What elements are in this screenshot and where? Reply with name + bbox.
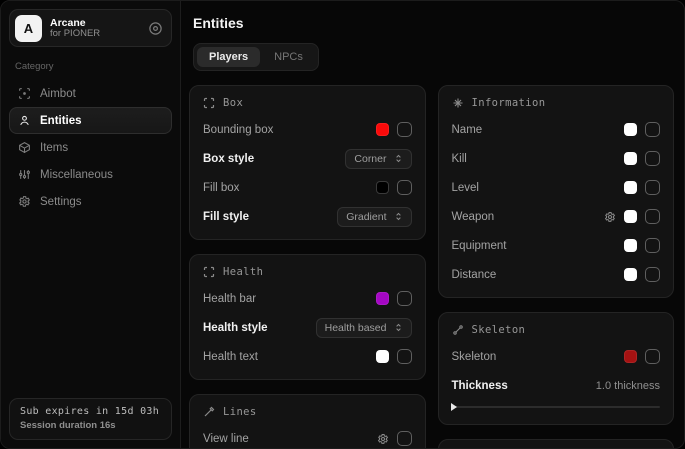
setting-row-distance: Distance — [452, 264, 660, 285]
sidebar-item-items[interactable]: Items — [9, 134, 172, 161]
card-title: Lines — [223, 406, 257, 418]
general-card: General Visibility check Max distance — [437, 439, 674, 448]
sub-expires-text: Sub expires in 15d 03h — [20, 406, 160, 417]
entities-icon — [18, 114, 31, 127]
sidebar-item-label: Entities — [40, 114, 82, 127]
card-title: Health — [223, 266, 264, 278]
chevrons-up-down-icon — [394, 323, 403, 332]
setting-row-health-bar: Health bar — [203, 288, 412, 309]
sidebar-item-aimbot[interactable]: Aimbot — [9, 80, 172, 107]
color-swatch[interactable] — [375, 181, 389, 194]
sidebar-item-label: Miscellaneous — [40, 168, 113, 181]
color-swatch[interactable] — [624, 350, 637, 363]
gear-icon — [18, 195, 31, 208]
box-card: Box Bounding box Box style Corner — [189, 85, 426, 240]
setting-row-equipment: Equipment — [452, 235, 660, 256]
color-swatch[interactable] — [624, 123, 637, 136]
health-style-dropdown[interactable]: Health based — [315, 317, 412, 338]
card-title: Information — [471, 97, 546, 109]
pencil-line-icon — [203, 406, 215, 418]
information-card: Information Name Kill — [437, 85, 674, 298]
color-swatch[interactable] — [375, 350, 389, 363]
color-swatch[interactable] — [624, 268, 637, 281]
box-style-dropdown[interactable]: Corner — [345, 148, 412, 169]
color-swatch[interactable] — [624, 181, 637, 194]
health-text-checkbox[interactable] — [396, 349, 412, 364]
setting-row-fill-box: Fill box — [203, 177, 412, 198]
sidebar-nav: Aimbot Entities Items Miscellaneous — [9, 80, 172, 215]
sparkle-icon — [452, 97, 464, 109]
thickness-slider[interactable] — [450, 402, 660, 412]
crosshair-scan-icon — [18, 87, 31, 100]
account-settings-icon[interactable] — [148, 21, 163, 36]
setting-row-bounding-box: Bounding box — [203, 119, 412, 140]
slider-thumb[interactable] — [450, 403, 457, 411]
box-scan-icon — [203, 97, 215, 109]
color-swatch[interactable] — [375, 292, 389, 305]
setting-row-health-style: Health style Health based — [203, 317, 412, 338]
brand-card: A Arcane for PIONER — [9, 9, 172, 47]
lines-card: Lines View line Line to enemy — [189, 394, 426, 448]
app-name: Arcane — [50, 16, 86, 29]
main-panel: Entities Players NPCs Box Bounding box — [181, 1, 684, 448]
level-checkbox[interactable] — [645, 180, 660, 195]
setting-row-kill: Kill — [452, 148, 660, 169]
distance-checkbox[interactable] — [645, 267, 660, 282]
health-scan-icon — [203, 266, 215, 278]
sidebar-item-label: Aimbot — [40, 87, 76, 100]
page-title: Entities — [193, 15, 244, 31]
sliders-icon — [18, 168, 31, 181]
setting-row-skeleton: Skeleton — [452, 346, 660, 367]
view-line-checkbox[interactable] — [396, 431, 412, 446]
setting-row-box-style: Box style Corner — [203, 148, 412, 169]
fill-style-dropdown[interactable]: Gradient — [337, 206, 412, 227]
setting-row-level: Level — [452, 177, 660, 198]
setting-row-health-text: Health text — [203, 346, 412, 367]
setting-row-weapon: Weapon — [452, 206, 660, 227]
color-swatch[interactable] — [624, 210, 637, 223]
bone-icon — [452, 324, 464, 336]
setting-row-thickness: Thickness 1.0 thickness — [451, 379, 661, 392]
setting-row-name: Name — [452, 119, 660, 140]
sidebar-item-settings[interactable]: Settings — [9, 188, 172, 215]
setting-row-fill-style: Fill style Gradient — [203, 206, 412, 227]
name-checkbox[interactable] — [645, 122, 660, 137]
entity-type-tabs: Players NPCs — [193, 43, 319, 71]
skeleton-card: Skeleton Skeleton Thickness 1.0 thicknes… — [437, 312, 674, 425]
chevrons-up-down-icon — [394, 154, 403, 163]
card-title: Box — [223, 97, 244, 109]
sidebar-item-label: Items — [40, 141, 69, 154]
color-swatch[interactable] — [624, 239, 637, 252]
health-card: Health Health bar Health style Health ba… — [189, 254, 426, 380]
subscription-info-card: Sub expires in 15d 03h Session duration … — [9, 398, 172, 440]
kill-checkbox[interactable] — [645, 151, 660, 166]
tab-npcs[interactable]: NPCs — [274, 51, 303, 63]
gear-icon[interactable] — [377, 433, 389, 445]
thickness-value: 1.0 thickness — [595, 379, 660, 392]
app-logo: A — [15, 14, 42, 42]
health-bar-checkbox[interactable] — [396, 291, 412, 306]
chevrons-up-down-icon — [394, 212, 403, 221]
color-swatch[interactable] — [375, 123, 389, 136]
app-subtitle: for PIONER — [50, 27, 101, 39]
sidebar-item-label: Settings — [40, 195, 82, 208]
weapon-checkbox[interactable] — [645, 209, 660, 224]
sidebar-item-entities[interactable]: Entities — [9, 107, 172, 134]
equipment-checkbox[interactable] — [645, 238, 660, 253]
setting-row-view-line: View line — [203, 428, 412, 448]
bounding-box-checkbox[interactable] — [396, 122, 412, 137]
sidebar: A Arcane for PIONER Category Aimbot — [1, 1, 181, 448]
fill-box-checkbox[interactable] — [396, 180, 412, 195]
color-swatch[interactable] — [624, 152, 637, 165]
cube-icon — [18, 141, 31, 154]
skeleton-checkbox[interactable] — [645, 349, 660, 364]
tab-players[interactable]: Players — [197, 47, 261, 67]
sidebar-item-miscellaneous[interactable]: Miscellaneous — [9, 161, 172, 188]
gear-icon[interactable] — [604, 211, 616, 223]
card-title: Skeleton — [471, 324, 526, 336]
category-label: Category — [15, 61, 54, 72]
session-duration-text: Session duration 16s — [20, 420, 116, 431]
